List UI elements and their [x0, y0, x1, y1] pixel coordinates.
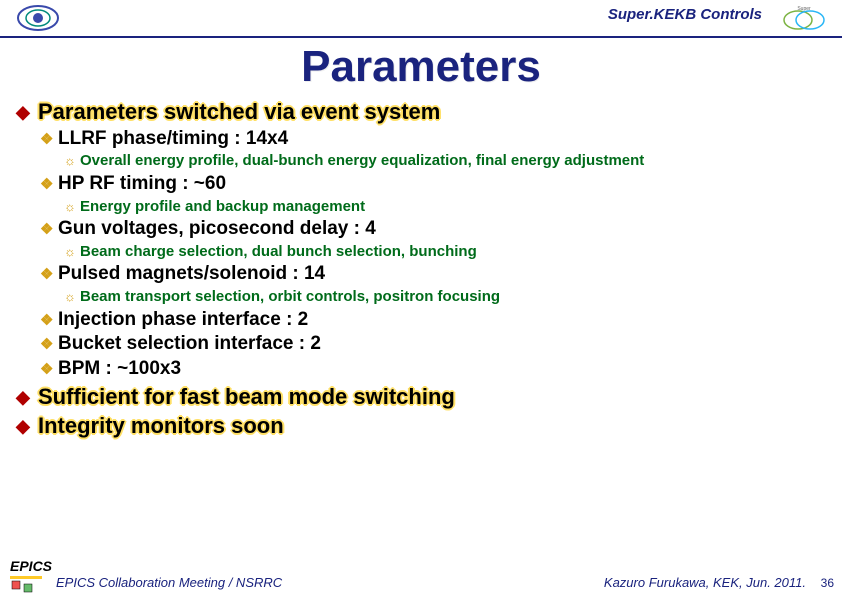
- header-project-title: Super.KEKB Controls: [608, 6, 762, 23]
- red-square-bullet-icon: ◆: [16, 386, 38, 409]
- gold-diamond-bullet-icon: ❖: [40, 131, 58, 150]
- svg-text:Super: Super: [797, 6, 811, 12]
- subbullet-llrf: ❖LLRF phase/timing : 14x4: [16, 127, 826, 151]
- superkekb-logo-icon: Super: [774, 2, 834, 34]
- slide-header: Super.KEKB Controls Super: [0, 0, 842, 38]
- epics-logo-icon: [10, 576, 42, 594]
- subbullet-hprf: ❖HP RF timing : ~60: [16, 172, 826, 196]
- bullet-sufficient: ◆Sufficient for fast beam mode switching: [16, 383, 826, 411]
- slide-content: ◆Parameters switched via event system ❖L…: [0, 92, 842, 440]
- gold-ring-bullet-icon: ☼: [64, 153, 80, 170]
- slide-title: Parameters: [0, 42, 842, 92]
- kek-logo-icon: [14, 2, 62, 34]
- epics-label: EPICS: [10, 558, 52, 574]
- footer-meeting: EPICS Collaboration Meeting / NSRRC: [56, 575, 282, 590]
- detail-hprf: ☼Energy profile and backup management: [16, 197, 826, 217]
- red-square-bullet-icon: ◆: [16, 101, 38, 124]
- subbullet-bucket: ❖Bucket selection interface : 2: [16, 332, 826, 356]
- gold-diamond-bullet-icon: ❖: [40, 266, 58, 285]
- subbullet-gun: ❖Gun voltages, picosecond delay : 4: [16, 217, 826, 241]
- slide-footer: EPICS EPICS Collaboration Meeting / NSRR…: [0, 556, 842, 596]
- gold-diamond-bullet-icon: ❖: [40, 361, 58, 380]
- gold-ring-bullet-icon: ☼: [64, 244, 80, 261]
- subbullet-injection: ❖Injection phase interface : 2: [16, 308, 826, 332]
- bullet-integrity: ◆Integrity monitors soon: [16, 412, 826, 440]
- bullet-parameters-switched: ◆Parameters switched via event system: [16, 98, 826, 126]
- gold-ring-bullet-icon: ☼: [64, 289, 80, 306]
- page-number: 36: [821, 576, 834, 590]
- detail-llrf: ☼Overall energy profile, dual-bunch ener…: [16, 151, 826, 171]
- gold-ring-bullet-icon: ☼: [64, 199, 80, 216]
- gold-diamond-bullet-icon: ❖: [40, 176, 58, 195]
- subbullet-magnets: ❖Pulsed magnets/solenoid : 14: [16, 262, 826, 286]
- detail-magnets: ☼Beam transport selection, orbit control…: [16, 287, 826, 307]
- gold-diamond-bullet-icon: ❖: [40, 312, 58, 331]
- red-square-bullet-icon: ◆: [16, 415, 38, 438]
- subbullet-bpm: ❖BPM : ~100x3: [16, 357, 826, 381]
- gold-diamond-bullet-icon: ❖: [40, 221, 58, 240]
- gold-diamond-bullet-icon: ❖: [40, 336, 58, 355]
- detail-gun: ☼Beam charge selection, dual bunch selec…: [16, 242, 826, 262]
- footer-author: Kazuro Furukawa, KEK, Jun. 2011.: [604, 575, 806, 590]
